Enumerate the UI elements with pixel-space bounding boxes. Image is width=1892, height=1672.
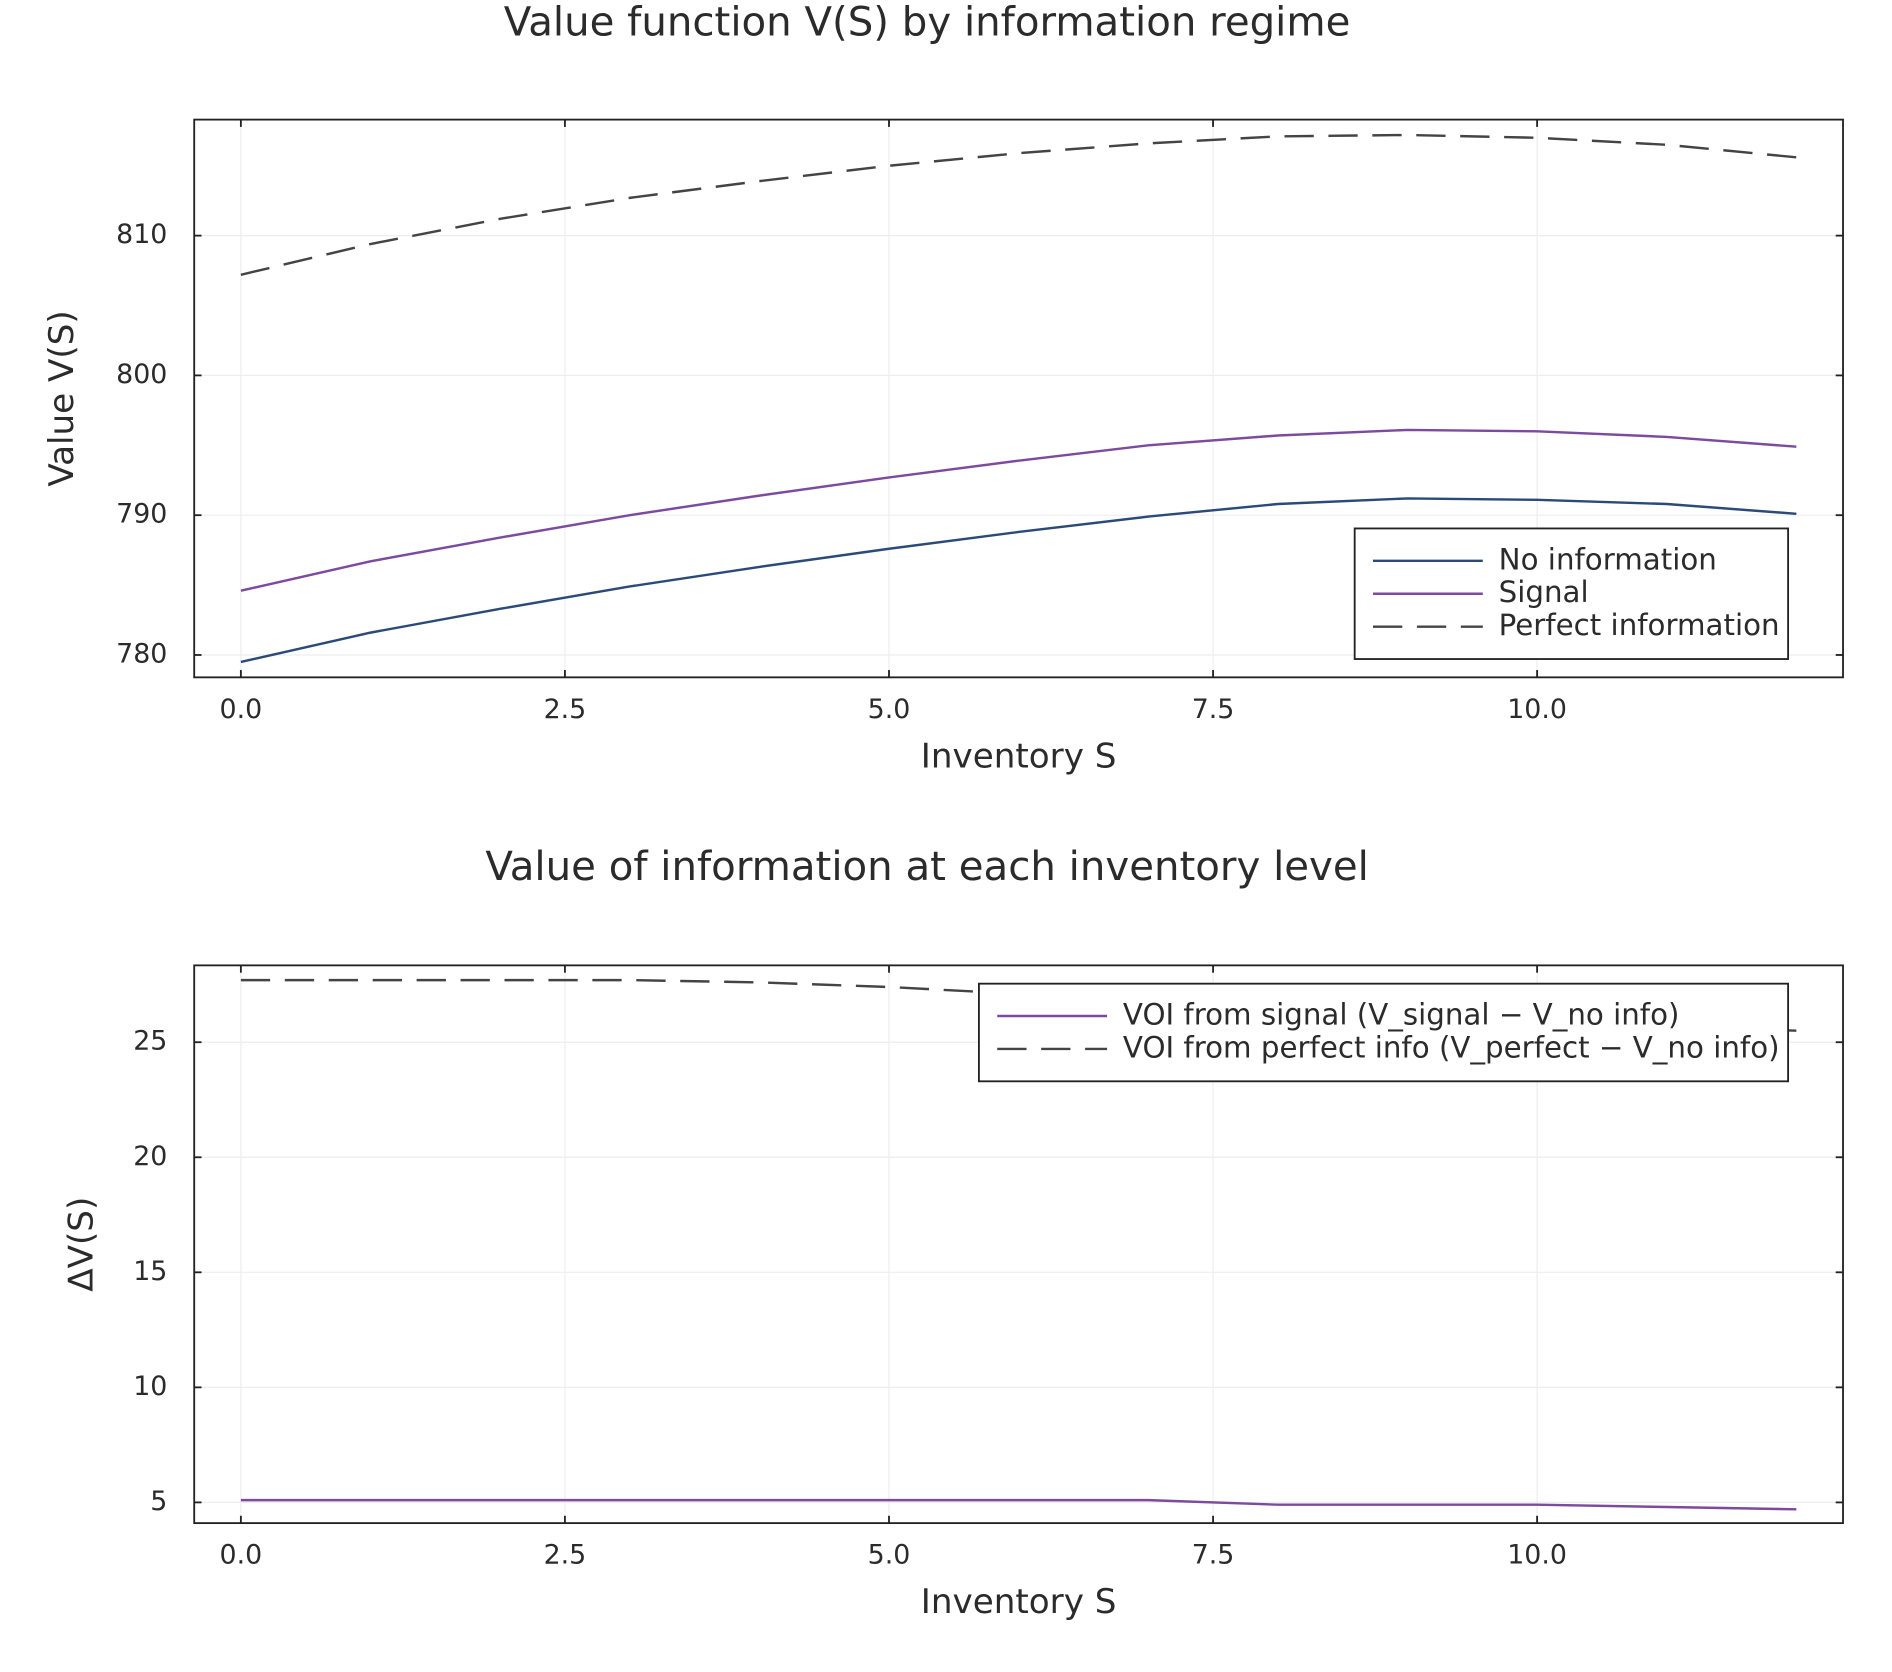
legend-label: VOI from signal (V_signal − V_no info) — [1123, 998, 1680, 1032]
data-line — [240, 1498, 1797, 1511]
data-line — [240, 428, 1797, 592]
y-tick-label: 25 — [133, 1026, 167, 1057]
chart-title: Value of information at each inventory l… — [485, 844, 1369, 890]
legend-label: Signal — [1499, 575, 1589, 609]
y-axis-label: Value V(S) — [42, 310, 82, 486]
x-tick-label: 10.0 — [1507, 694, 1567, 725]
legend-box — [978, 982, 1790, 1083]
x-tick-label: 2.5 — [544, 1540, 587, 1571]
x-tick-label: 0.0 — [220, 694, 263, 725]
x-tick-label: 10.0 — [1507, 1540, 1567, 1571]
x-tick-label: 0.0 — [220, 1540, 263, 1571]
y-tick-label: 10 — [133, 1371, 167, 1402]
x-tick-label: 7.5 — [1192, 694, 1235, 725]
y-tick-label: 810 — [116, 219, 167, 250]
x-tick-label: 5.0 — [868, 694, 911, 725]
x-axis-label: Inventory S — [921, 736, 1117, 776]
data-line — [240, 497, 1797, 664]
y-tick-label: 5 — [150, 1486, 167, 1517]
chart-title: Value function V(S) by information regim… — [504, 0, 1351, 45]
data-line — [240, 133, 1797, 276]
y-tick-label: 20 — [133, 1141, 167, 1172]
y-tick-label: 15 — [133, 1256, 167, 1287]
y-tick-label: 800 — [116, 359, 167, 390]
y-axis-label: ΔV(S) — [62, 1197, 102, 1292]
legend-label: VOI from perfect info (V_perfect − V_no … — [1123, 1030, 1780, 1064]
plot-frame — [193, 964, 1844, 1525]
y-tick-label: 780 — [116, 638, 167, 669]
legend-label: No information — [1499, 542, 1717, 576]
y-tick-label: 790 — [116, 499, 167, 530]
x-tick-label: 2.5 — [544, 694, 587, 725]
legend: VOI from signal (V_signal − V_no info)VO… — [978, 982, 1790, 1083]
x-tick-label: 7.5 — [1192, 1540, 1235, 1571]
x-tick-label: 5.0 — [868, 1540, 911, 1571]
legend-label: Perfect information — [1499, 608, 1780, 642]
plot-frame — [193, 118, 1844, 679]
x-axis-label: Inventory S — [921, 1582, 1117, 1622]
